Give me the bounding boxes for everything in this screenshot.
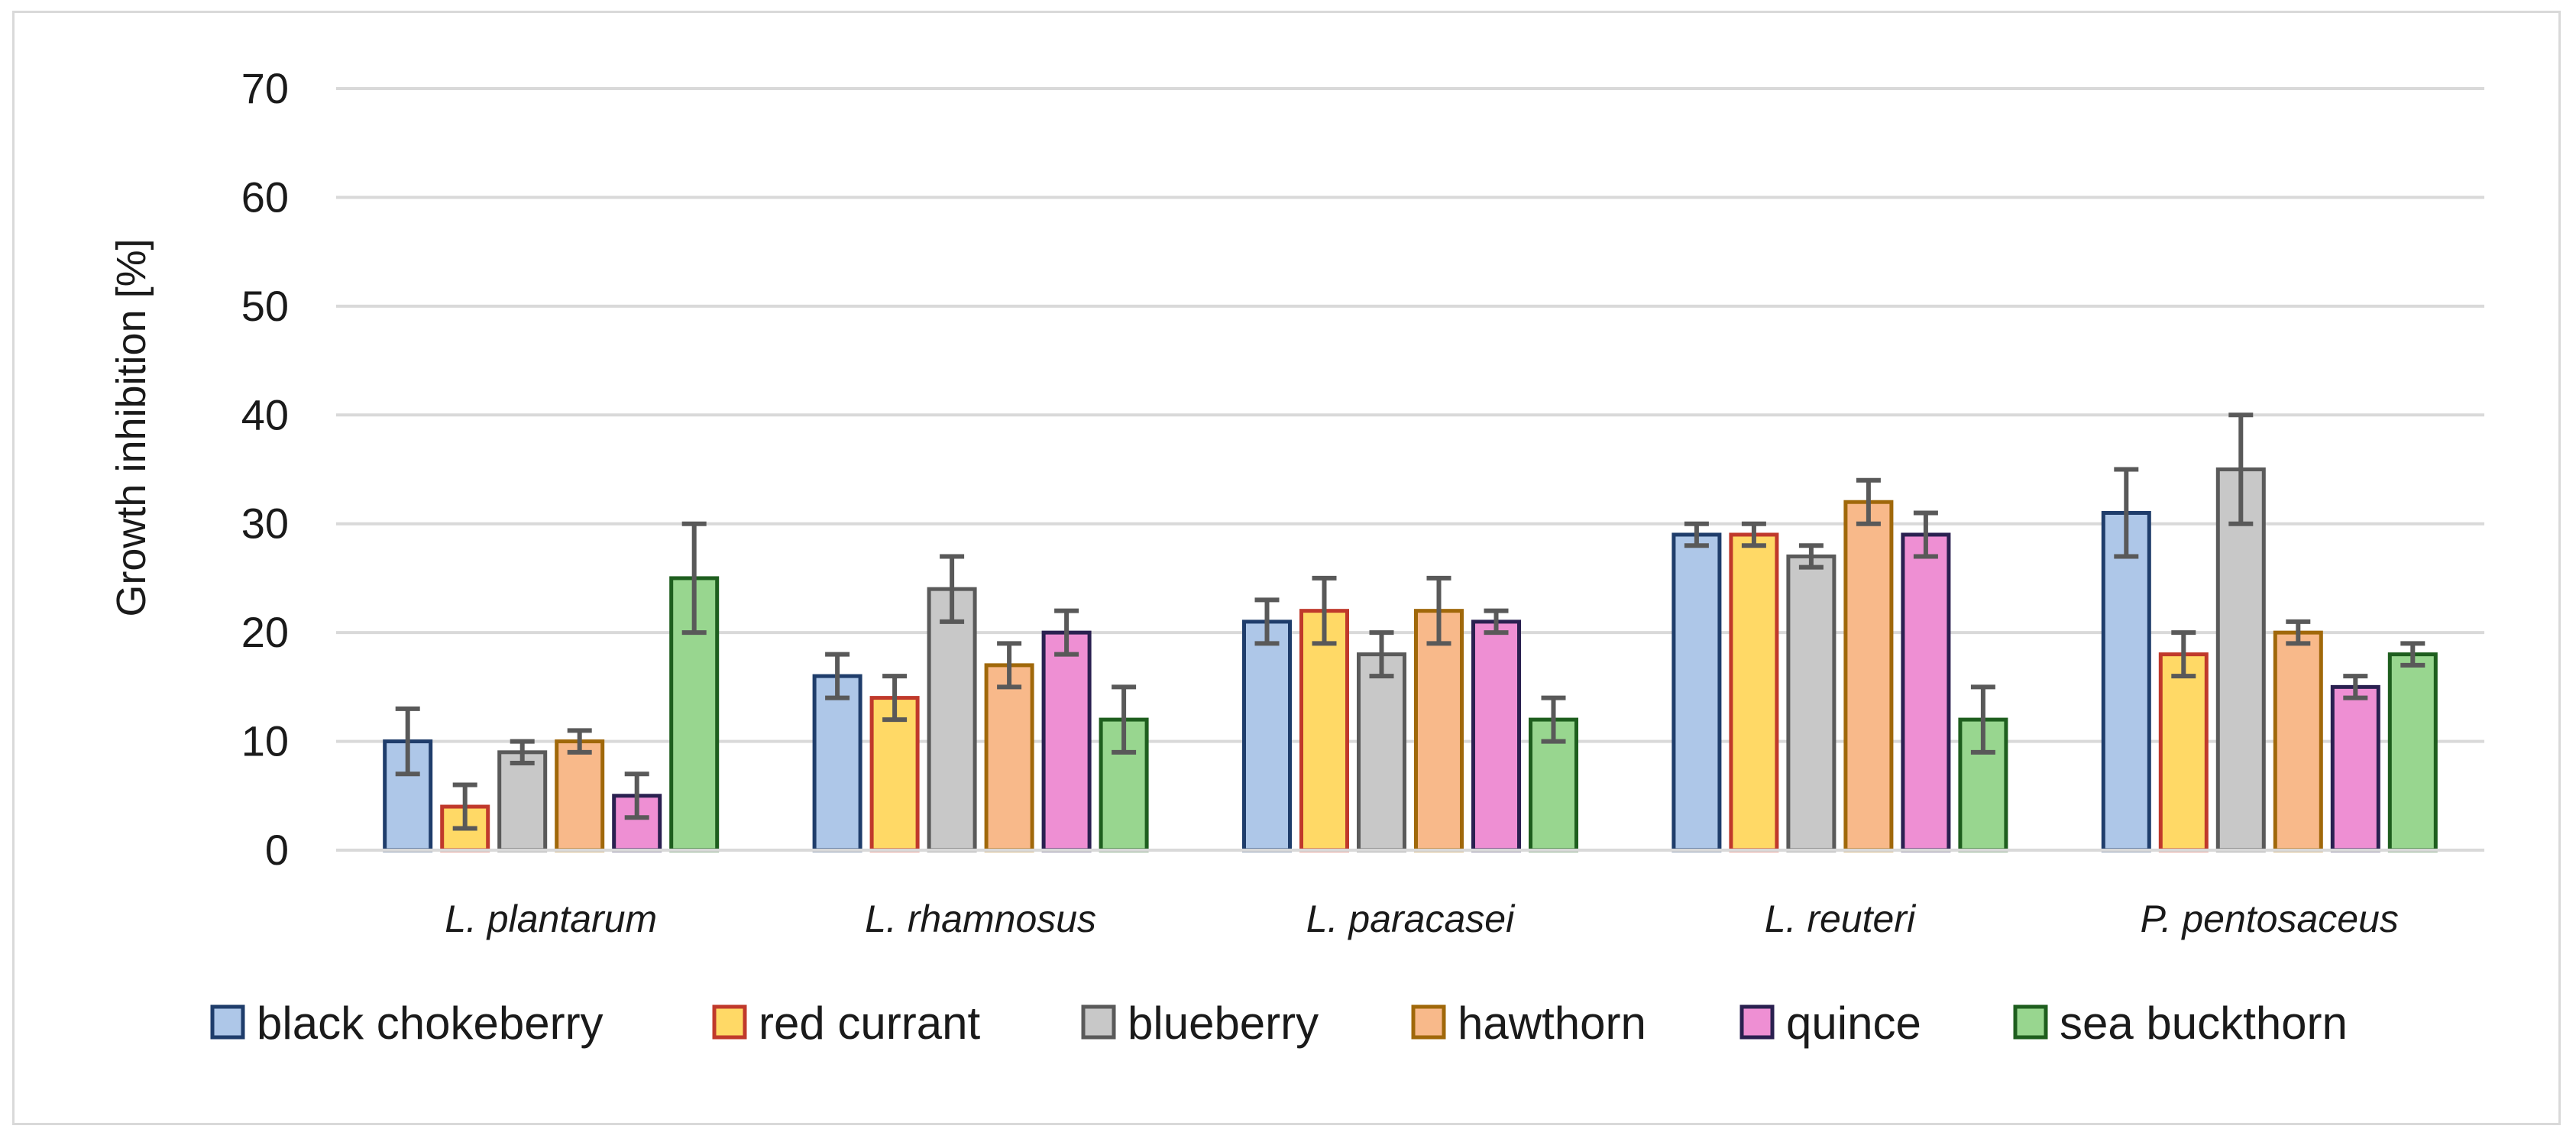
bar-blueberry-2: [1357, 652, 1406, 852]
legend-swatch: [1739, 1004, 1775, 1040]
legend-swatch: [210, 1004, 245, 1040]
grid-lines: [336, 87, 2484, 743]
bar-blueberry-1: [927, 587, 977, 852]
x-category-label: L. plantarum: [445, 898, 657, 940]
legend-item: sea buckthorn: [2013, 998, 2348, 1049]
legend-swatch: [712, 1004, 747, 1040]
legend-label: black chokeberry: [257, 998, 604, 1049]
x-category-label: L. reuteri: [1765, 898, 1917, 940]
legend-label: quince: [1786, 998, 1921, 1049]
error-bar: [1913, 510, 1938, 559]
error-bar: [1741, 521, 1766, 548]
error-bar: [1112, 684, 1137, 755]
legend-item: blueberry: [1081, 998, 1319, 1049]
error-bar: [1856, 477, 1881, 526]
bar-blueberry-4: [2215, 467, 2266, 852]
error-bar: [624, 771, 649, 820]
y-tick-label: 30: [241, 500, 289, 548]
legend-item: quince: [1739, 998, 1921, 1049]
bar-hawthorn-0: [555, 739, 605, 852]
bar-red-currant-2: [1299, 609, 1349, 852]
legend-item: red currant: [712, 998, 980, 1049]
y-tick-label: 0: [265, 826, 289, 874]
error-bar: [997, 641, 1022, 690]
bar-quince-1: [1041, 630, 1092, 852]
legend-label: sea buckthorn: [2060, 998, 2348, 1049]
y-tick-label: 20: [241, 608, 289, 656]
legend: black chokeberry red currant blueberry hawt…: [210, 998, 2348, 1049]
legend-label: blueberry: [1128, 998, 1319, 1049]
error-bar: [681, 521, 707, 636]
x-category-label: P. pentosaceus: [2141, 898, 2399, 940]
bar-hawthorn-4: [2273, 630, 2323, 852]
bar-blueberry-3: [1786, 554, 1837, 852]
y-tick-label: 50: [241, 282, 289, 330]
error-bar: [2286, 619, 2311, 646]
error-bar: [1970, 684, 1995, 755]
bar-quince-2: [1471, 619, 1521, 852]
legend-label: hawthorn: [1458, 998, 1646, 1049]
error-bar: [2400, 641, 2426, 668]
bar-quince-4: [2330, 684, 2380, 852]
y-tick-label: 10: [241, 717, 289, 765]
error-bar: [567, 728, 592, 755]
error-bar: [940, 554, 965, 624]
legend-item: hawthorn: [1411, 998, 1646, 1049]
bar-quince-3: [1901, 532, 1951, 852]
x-category-label: L. rhamnosus: [865, 898, 1096, 940]
legend-swatch: [1411, 1004, 1446, 1040]
legend-label: red currant: [759, 998, 980, 1049]
error-bar: [452, 782, 477, 831]
error-bar: [1254, 597, 1280, 646]
legend-item: black chokeberry: [210, 998, 604, 1049]
x-axis-categories: L. plantarum L. rhamnosus L. paracasei L. r…: [445, 898, 2399, 940]
y-tick-label: 40: [241, 390, 289, 438]
bar-hawthorn-2: [1414, 609, 1464, 852]
error-bars: [395, 412, 2426, 831]
error-bar: [2343, 674, 2368, 700]
error-bar: [1054, 608, 1079, 657]
error-bar: [2228, 412, 2254, 526]
bar-black-chokeberry-1: [812, 674, 862, 852]
error-bar: [2171, 630, 2196, 679]
bar-black-chokeberry-4: [2101, 510, 2151, 852]
bar-black-chokeberry-2: [1242, 619, 1292, 852]
bar-red-currant-4: [2158, 652, 2209, 852]
error-bar: [1369, 630, 1394, 679]
error-bar: [1484, 608, 1509, 636]
y-axis-ticks: 0 10 20 30 40 50 60 70: [241, 64, 289, 874]
error-bar: [1798, 543, 1824, 570]
error-bar: [1312, 575, 1337, 646]
error-bar: [2114, 467, 2139, 559]
bar-blueberry-0: [497, 750, 548, 852]
y-tick-label: 70: [241, 64, 289, 112]
bar-hawthorn-1: [984, 663, 1034, 852]
legend-swatch: [1081, 1004, 1116, 1040]
error-bar: [1541, 695, 1566, 744]
error-bar: [1426, 575, 1451, 646]
error-bar: [395, 706, 420, 777]
y-axis-title: Growth inhibition [%]: [108, 238, 154, 616]
error-bar: [1684, 521, 1709, 548]
bar-red-currant-3: [1729, 532, 1779, 852]
bar-hawthorn-3: [1843, 500, 1894, 852]
bar-sea-buckthorn-4: [2387, 652, 2438, 852]
bar-black-chokeberry-3: [1671, 532, 1722, 852]
error-bar: [510, 739, 535, 766]
legend-swatch: [2013, 1004, 2048, 1040]
x-category-label: L. paracasei: [1306, 898, 1516, 940]
error-bar: [882, 674, 908, 723]
error-bar: [825, 652, 850, 700]
y-tick-label: 60: [241, 173, 289, 221]
